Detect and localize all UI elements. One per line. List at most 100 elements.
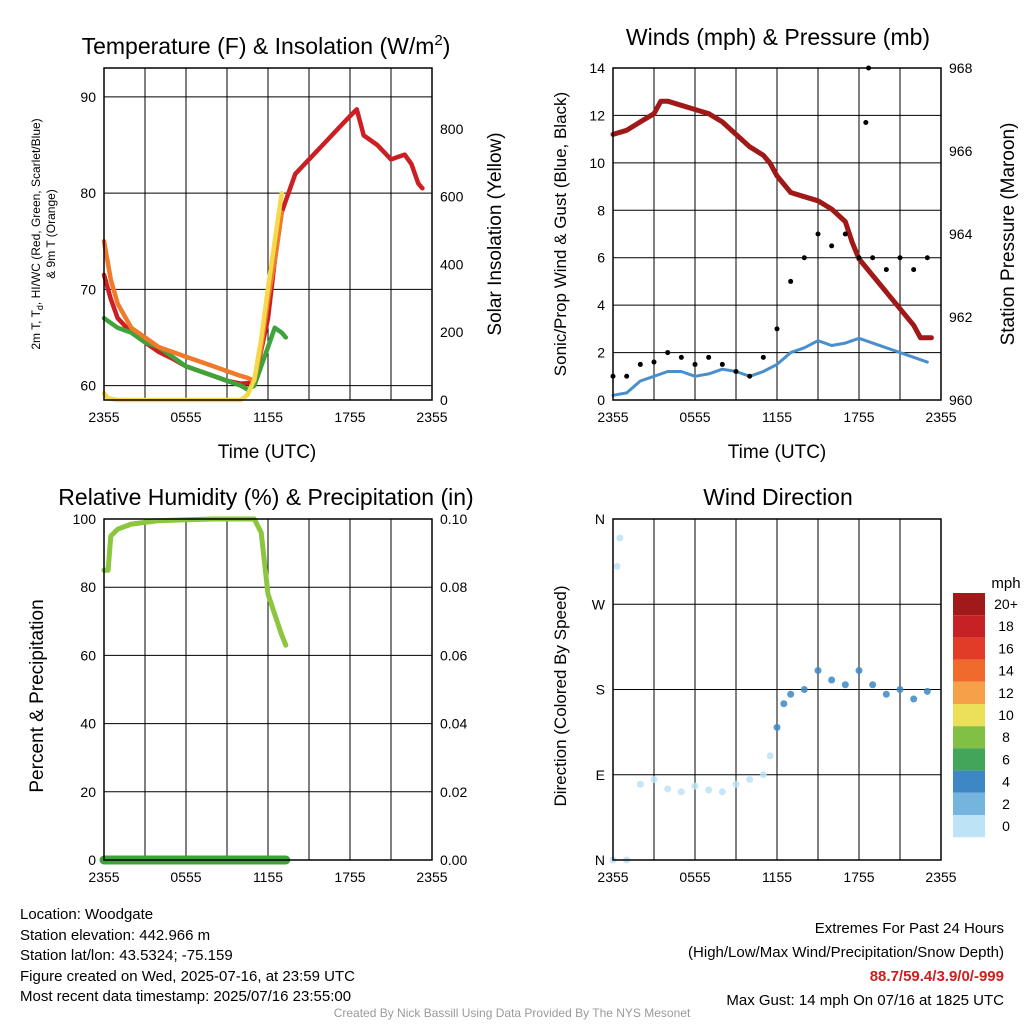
rh-x-tick-label: 2355	[88, 869, 119, 885]
extremes-title: Extremes For Past 24 Hours	[814, 920, 1004, 937]
rh-y2-tick-label: 0.04	[440, 716, 467, 732]
rh-y-tick-label: 0	[88, 852, 96, 868]
direction-title: Wind Direction	[703, 484, 853, 510]
rh-x-tick-label: 0555	[170, 869, 201, 885]
direction-ylabel: Direction (Colored By Speed)	[551, 585, 570, 806]
station-location: Location: Woodgate	[20, 906, 154, 923]
rh-y-tick-label: 60	[80, 647, 96, 663]
dir-x-tick-label: 1155	[762, 869, 792, 885]
winds-panel: Winds (mph) & Pressure (mb) 2355 0555 1155…	[551, 24, 1019, 463]
dir-x-tick-label: 2355	[925, 869, 956, 885]
direction-point	[896, 686, 904, 693]
rh-y2-tick-label: 0.08	[440, 579, 467, 595]
direction-point	[780, 700, 788, 708]
winds-y-tick-label: 4	[597, 297, 605, 313]
extremes-values: 88.7/59.4/3.9/0/-999	[869, 968, 1004, 985]
rh-x-tick-label: 1155	[253, 869, 283, 885]
temp-y2-tick-label: 400	[440, 256, 464, 272]
temp-y2-tick-label: 200	[440, 324, 464, 340]
legend-swatch	[953, 770, 985, 793]
winds-y2-tick-label: 966	[949, 143, 973, 159]
pressure-line	[610, 98, 934, 341]
legend-swatch	[953, 792, 985, 815]
legend-label: 18	[998, 618, 1014, 634]
direction-point	[800, 686, 808, 693]
direction-point	[636, 780, 644, 788]
temp-x-tick-label: 2355	[416, 409, 447, 425]
legend-swatch	[953, 748, 985, 771]
humidity-title: Relative Humidity (%) & Precipitation (i…	[58, 484, 473, 510]
legend-swatch	[953, 726, 985, 749]
temp-y-tick-label: 80	[80, 185, 96, 201]
station-info: Location: Woodgate Station elevation: 44…	[20, 905, 355, 1008]
station-elevation: Station elevation: 442.966 m	[20, 926, 211, 944]
temp-x-tick-label: 2355	[88, 409, 119, 425]
direction-point	[814, 667, 822, 675]
winds-x-tick-label: 1155	[762, 409, 792, 425]
direction-point	[746, 775, 754, 783]
gust-point	[665, 350, 671, 356]
rh-y2-tick-label: 0.10	[440, 511, 467, 527]
temperature-panel: Temperature (F) & Insolation (W/m2) 2355…	[29, 32, 506, 463]
legend-label: 4	[1002, 774, 1010, 790]
legend-label: 20+	[994, 596, 1018, 612]
legend-swatch	[953, 637, 985, 660]
gust-point	[924, 255, 930, 261]
legend-swatch	[953, 593, 985, 616]
legend-label: 6	[1002, 751, 1010, 767]
temp-y-tick-label: 90	[80, 89, 96, 105]
direction-point	[766, 752, 774, 760]
legend-swatch	[953, 659, 985, 682]
dir-x-tick-label: 2355	[597, 869, 628, 885]
rh-x-tick-label: 1755	[334, 869, 365, 885]
humidity-line	[101, 516, 289, 648]
max-gust: Max Gust: 14 mph On 07/16 at 1825 UTC	[726, 992, 1004, 1009]
legend-label: 0	[1002, 818, 1010, 834]
dir-y-tick-label: S	[596, 682, 605, 698]
sonic-wind-line	[611, 336, 929, 397]
rh-y-tick-label: 80	[80, 579, 96, 595]
dir-x-tick-label: 1755	[843, 869, 874, 885]
winds-y-tick-label: 0	[597, 392, 605, 408]
gust-point	[897, 255, 903, 261]
gust-point	[870, 255, 876, 261]
rh-y2-tick-label: 0.06	[440, 647, 467, 663]
gust-point	[637, 361, 643, 367]
temp-y2-tick-label: 800	[440, 121, 464, 137]
winds-y2label: Station Pressure (Maroon)	[998, 123, 1019, 346]
winds-y-tick-label: 12	[589, 107, 605, 123]
winds-y-tick-label: 10	[589, 155, 605, 171]
temperature-series-green	[101, 315, 289, 392]
rh-y2-tick-label: 0.02	[440, 784, 467, 800]
humidity-ylabel: Percent & Precipitation	[27, 599, 48, 792]
gust-point	[856, 255, 862, 261]
winds-ylabel: Sonic/Prop Wind & Gust (Blue, Black)	[551, 92, 570, 376]
legend-label: 16	[998, 640, 1014, 656]
temp-y-tick-label: 70	[80, 281, 96, 297]
dir-y-tick-label: N	[595, 852, 605, 868]
temp-x-tick-label: 0555	[170, 409, 201, 425]
dir-y-tick-label: W	[592, 596, 606, 612]
winds-y2-tick-label: 964	[949, 226, 973, 242]
gust-point	[624, 373, 630, 379]
legend-label: 14	[998, 663, 1014, 679]
gust-point	[651, 359, 657, 365]
direction-point	[664, 785, 672, 793]
gust-point	[788, 278, 794, 284]
gust-point	[733, 369, 739, 375]
legend-swatch	[953, 704, 985, 727]
winds-x-tick-label: 2355	[597, 409, 628, 425]
legend-label: 10	[998, 707, 1014, 723]
direction-point	[718, 788, 726, 796]
winds-x-tick-label: 2355	[925, 409, 956, 425]
temperature-ylabel-line1: 2m T, Td, HI/WC (Red, Green, Scarlet/Blu…	[29, 118, 45, 349]
temp-y2-tick-label: 0	[440, 392, 448, 408]
gust-point	[760, 354, 766, 360]
gust-point	[842, 231, 848, 237]
winds-x-tick-label: 0555	[679, 409, 710, 425]
rh-y2-tick-label: 0.00	[440, 852, 467, 868]
direction-point	[705, 786, 713, 794]
winds-y2-tick-label: 968	[949, 60, 973, 76]
direction-point	[923, 687, 931, 695]
